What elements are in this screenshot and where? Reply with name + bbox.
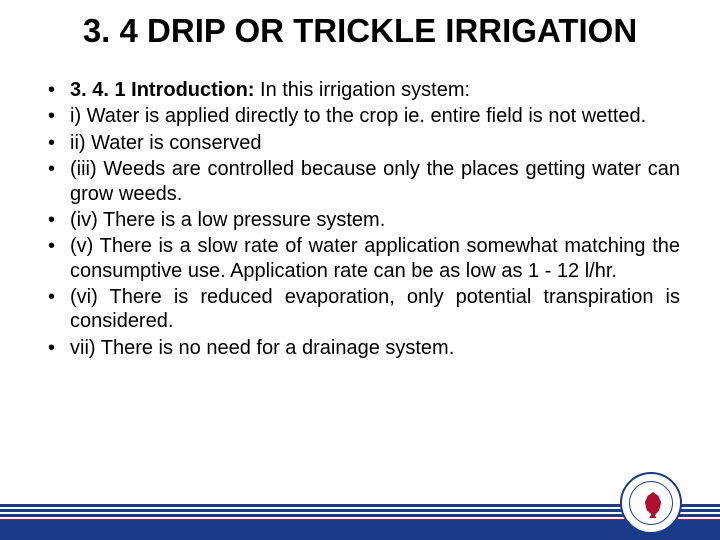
list-item: (vi) There is reduced evaporation, only … — [48, 285, 680, 334]
bullet-text: In this irrigation system: — [254, 79, 470, 101]
bullet-text: (vi) There is reduced evaporation, only … — [70, 286, 680, 332]
list-item: i) Water is applied directly to the crop… — [48, 104, 680, 128]
stripe — [0, 504, 720, 507]
bullet-list: 3. 4. 1 Introduction: In this irrigation… — [40, 78, 680, 360]
bullet-text: vii) There is no need for a drainage sys… — [70, 337, 454, 359]
slide-title: 3. 4 DRIP OR TRICKLE IRRIGATION — [40, 12, 680, 50]
list-item: (iii) Weeds are controlled because only … — [48, 157, 680, 206]
logo-inner-ring — [629, 481, 673, 525]
list-item: vii) There is no need for a drainage sys… — [48, 336, 680, 360]
bullet-text: (v) There is a slow rate of water applic… — [70, 235, 680, 281]
list-item: ii) Water is conserved — [48, 131, 680, 155]
list-item: (v) There is a slow rate of water applic… — [48, 234, 680, 283]
stripe — [0, 509, 720, 512]
lion-icon — [644, 492, 662, 518]
list-item: (iv) There is a low pressure system. — [48, 208, 680, 232]
stripe — [0, 514, 720, 517]
bullet-text: (iv) There is a low pressure system. — [70, 209, 385, 231]
list-item: 3. 4. 1 Introduction: In this irrigation… — [48, 78, 680, 102]
bullet-text: (iii) Weeds are controlled because only … — [70, 158, 680, 204]
bullet-text: i) Water is applied directly to the crop… — [70, 105, 646, 127]
slide: 3. 4 DRIP OR TRICKLE IRRIGATION 3. 4. 1 … — [0, 0, 720, 540]
bottom-band — [0, 520, 720, 540]
bullet-prefix: 3. 4. 1 Introduction: — [70, 79, 254, 101]
institution-logo — [620, 472, 682, 534]
bullet-text: ii) Water is conserved — [70, 132, 262, 154]
footer-band — [0, 496, 720, 540]
